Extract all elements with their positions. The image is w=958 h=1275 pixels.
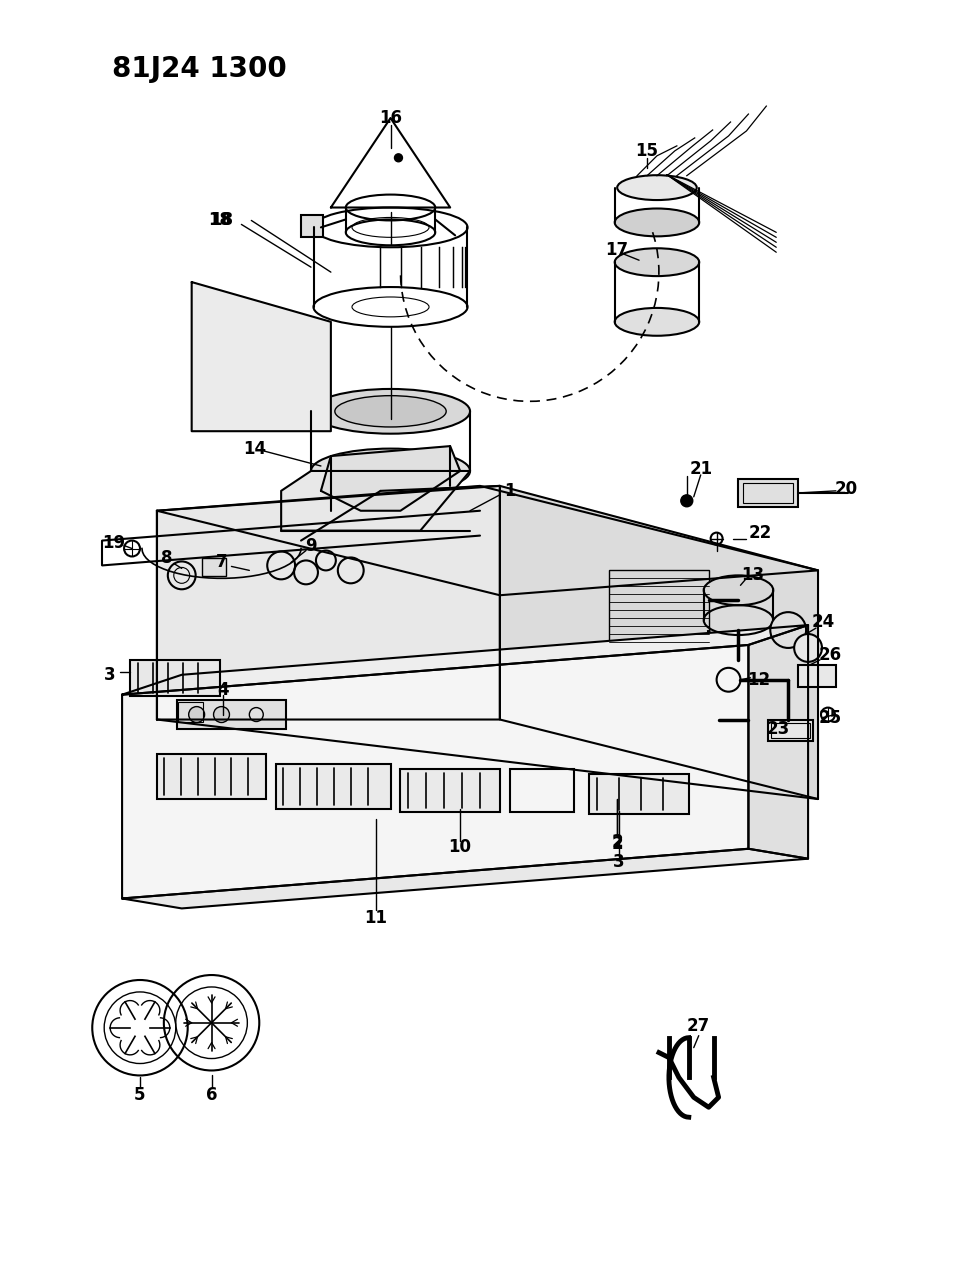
Bar xyxy=(400,769,500,812)
Circle shape xyxy=(395,154,402,162)
Text: 27: 27 xyxy=(687,1016,710,1035)
Text: 22: 22 xyxy=(749,524,772,542)
Bar xyxy=(768,719,813,741)
Polygon shape xyxy=(281,470,470,530)
Text: 2: 2 xyxy=(611,835,623,853)
Bar xyxy=(609,570,709,650)
Text: 23: 23 xyxy=(766,720,790,738)
Ellipse shape xyxy=(615,309,699,335)
Text: 21: 21 xyxy=(689,460,712,478)
Text: 11: 11 xyxy=(364,909,387,927)
Polygon shape xyxy=(500,486,818,799)
Text: 2: 2 xyxy=(611,833,623,850)
Bar xyxy=(589,774,689,813)
Text: 17: 17 xyxy=(605,241,628,259)
Text: 24: 24 xyxy=(811,613,834,631)
Polygon shape xyxy=(122,625,809,695)
Ellipse shape xyxy=(704,575,773,606)
Bar xyxy=(130,660,219,696)
Bar xyxy=(739,479,798,506)
Bar xyxy=(276,764,391,810)
Bar xyxy=(201,558,226,576)
Circle shape xyxy=(794,634,822,662)
Polygon shape xyxy=(122,645,748,899)
Ellipse shape xyxy=(615,209,699,236)
Polygon shape xyxy=(157,486,818,595)
Text: 25: 25 xyxy=(818,709,841,727)
Circle shape xyxy=(168,561,195,589)
Text: 3: 3 xyxy=(104,666,116,683)
Bar xyxy=(157,755,266,799)
Bar xyxy=(177,700,286,729)
Text: 3: 3 xyxy=(613,853,625,871)
Text: 26: 26 xyxy=(818,646,841,664)
Circle shape xyxy=(770,612,806,648)
Ellipse shape xyxy=(311,389,470,434)
Text: 18: 18 xyxy=(208,212,231,230)
Text: 20: 20 xyxy=(834,479,857,497)
Polygon shape xyxy=(192,282,331,431)
Ellipse shape xyxy=(335,395,446,427)
Polygon shape xyxy=(122,849,809,908)
Text: 7: 7 xyxy=(216,553,227,571)
Text: 1: 1 xyxy=(504,482,515,500)
Text: 14: 14 xyxy=(242,440,266,458)
Polygon shape xyxy=(748,625,809,858)
Ellipse shape xyxy=(615,249,699,277)
Bar xyxy=(301,215,323,237)
Bar xyxy=(798,664,836,687)
Circle shape xyxy=(189,706,205,723)
Bar xyxy=(510,769,575,812)
Text: 19: 19 xyxy=(103,533,125,552)
Bar xyxy=(771,723,810,738)
Ellipse shape xyxy=(617,175,696,200)
Bar xyxy=(178,701,202,722)
Ellipse shape xyxy=(311,449,470,493)
Text: 6: 6 xyxy=(206,1086,217,1104)
Text: 81J24 1300: 81J24 1300 xyxy=(112,55,286,83)
Text: 4: 4 xyxy=(217,681,229,699)
Text: 13: 13 xyxy=(741,566,764,584)
Text: 15: 15 xyxy=(635,142,658,159)
Polygon shape xyxy=(321,446,460,511)
Text: 9: 9 xyxy=(306,537,317,555)
Text: 8: 8 xyxy=(161,550,172,567)
Text: 10: 10 xyxy=(448,838,471,856)
Text: 12: 12 xyxy=(747,671,770,688)
Circle shape xyxy=(681,495,693,506)
Text: 16: 16 xyxy=(379,110,402,128)
Circle shape xyxy=(214,706,230,723)
Text: 18: 18 xyxy=(210,212,233,230)
Bar xyxy=(743,483,793,502)
Text: 5: 5 xyxy=(134,1086,146,1104)
Polygon shape xyxy=(157,486,500,719)
